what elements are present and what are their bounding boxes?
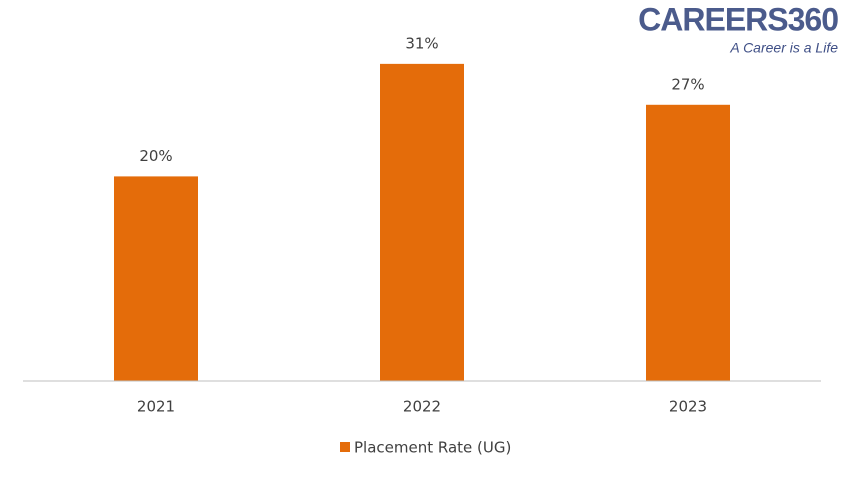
logo: CAREERS360 [638,1,838,37]
data-label: 20% [139,147,172,165]
logo-tagline: A Career is a Life [729,40,838,56]
legend-label: Placement Rate (UG) [354,439,511,457]
bar [114,176,198,381]
x-tick-label: 2021 [137,398,175,416]
data-label: 27% [671,75,704,93]
data-label: 31% [405,34,438,52]
x-tick-label: 2023 [669,398,707,416]
bar [646,104,730,381]
x-tick-label: 2022 [403,398,441,416]
legend-swatch [340,442,350,452]
bar [380,63,464,382]
